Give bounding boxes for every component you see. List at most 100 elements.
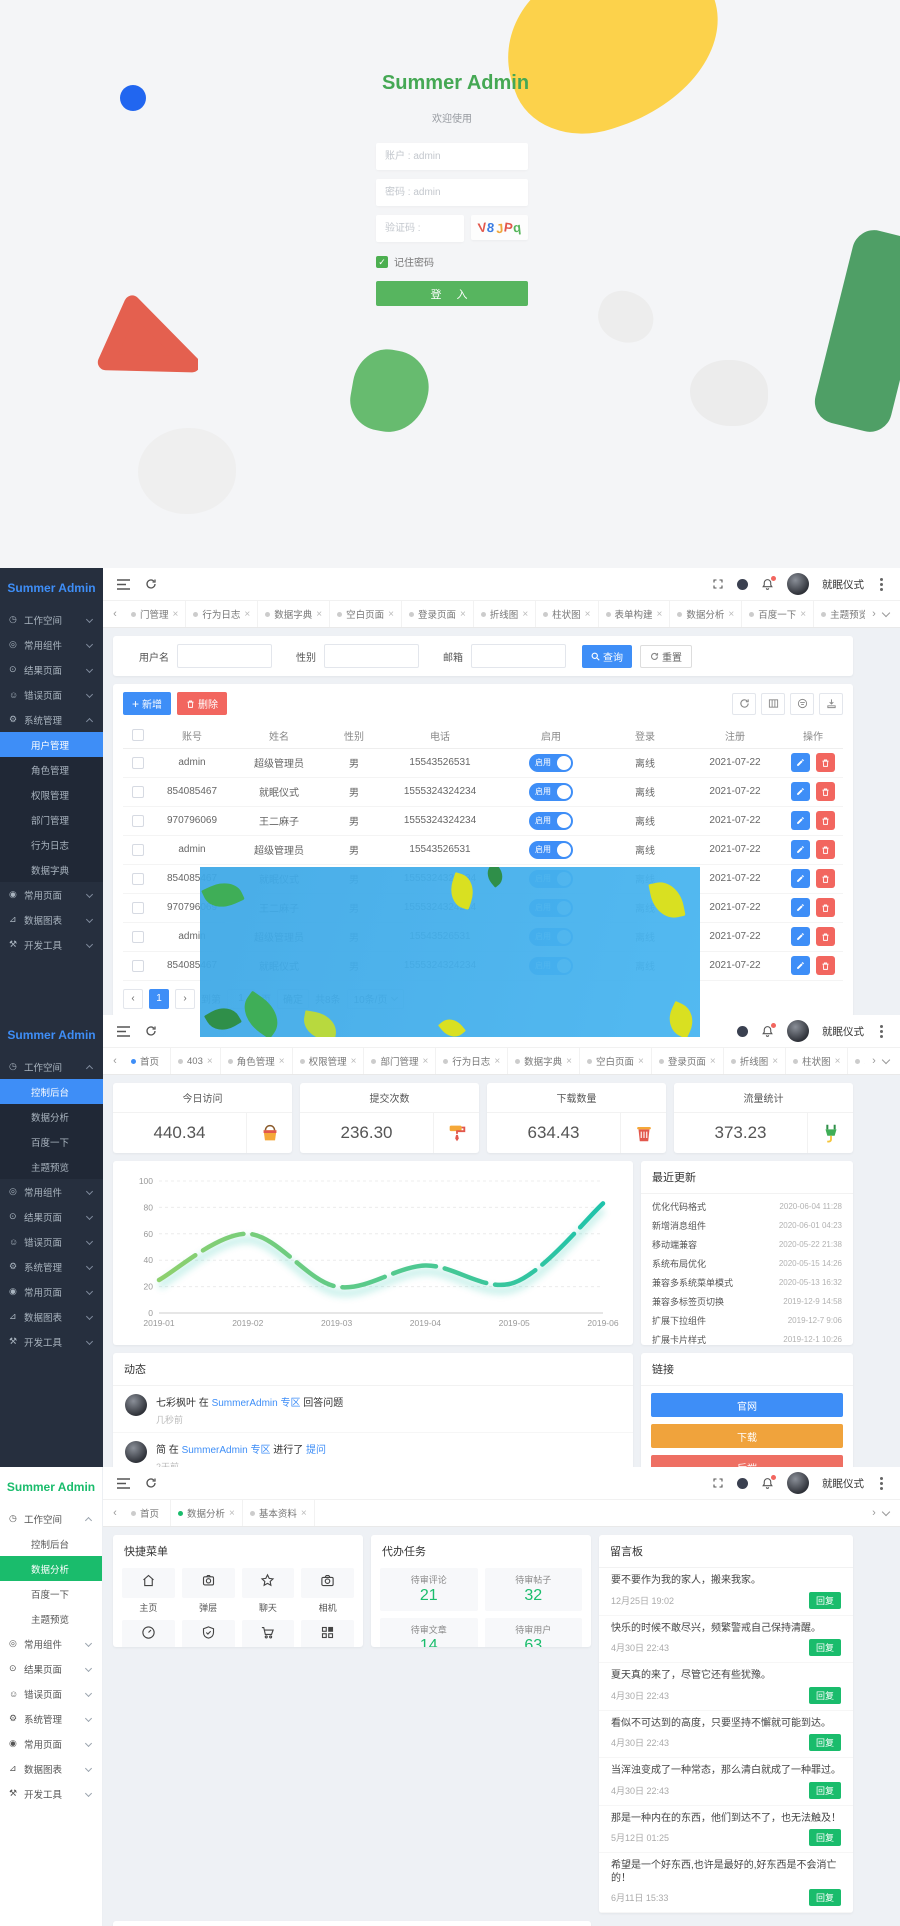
tab[interactable]: 柱状图 × bbox=[786, 1048, 849, 1074]
reply-button[interactable]: 回复 bbox=[808, 1639, 841, 1656]
tab[interactable]: 基本资料 × bbox=[243, 1500, 315, 1526]
sidebar-item[interactable]: ⊙ 结果页面 bbox=[0, 657, 103, 682]
sidebar-item[interactable]: 百度一下 bbox=[0, 1581, 102, 1606]
quick-item-notice[interactable]: 公告 bbox=[241, 1620, 295, 1647]
link-button[interactable]: 下载 bbox=[651, 1424, 843, 1448]
user-name[interactable]: 就眠仪式 bbox=[822, 578, 864, 591]
table-refresh-icon[interactable] bbox=[732, 692, 756, 715]
quick-item-chat[interactable]: 聊天 bbox=[241, 1568, 295, 1614]
tab[interactable]: 空白页面 × bbox=[330, 601, 402, 627]
update-item[interactable]: 系统布局优化 2020-05-15 14:26 bbox=[652, 1259, 842, 1269]
sidebar-item[interactable]: ◎ 常用组件 bbox=[0, 1631, 102, 1656]
link[interactable]: SummerAdmin 专区 bbox=[211, 1398, 301, 1409]
quick-item-more[interactable]: 更多 bbox=[301, 1620, 354, 1647]
tabs-scroll-right[interactable]: › bbox=[872, 1507, 876, 1519]
add-button[interactable]: + 新增 bbox=[123, 692, 172, 715]
reply-button[interactable]: 回复 bbox=[808, 1829, 841, 1846]
table-export-icon[interactable] bbox=[819, 692, 843, 715]
notifications-bell-icon[interactable] bbox=[761, 1474, 776, 1490]
row-delete-button[interactable] bbox=[816, 898, 836, 917]
tabs-scroll-right[interactable]: › bbox=[872, 608, 876, 620]
notifications-bell-icon[interactable] bbox=[761, 1022, 776, 1038]
refresh-icon[interactable] bbox=[145, 1477, 157, 1489]
tabs-scroll-left[interactable]: ‹ bbox=[113, 1507, 117, 1519]
link-button[interactable]: 官网 bbox=[651, 1393, 843, 1417]
link[interactable]: SummerAdmin 专区 bbox=[181, 1445, 271, 1456]
close-icon[interactable]: × bbox=[422, 1055, 429, 1067]
quick-item-home[interactable]: 主页 bbox=[122, 1568, 175, 1614]
sidebar-item[interactable]: 数据分析 bbox=[0, 1556, 102, 1581]
close-icon[interactable]: × bbox=[772, 1055, 779, 1067]
email-input[interactable] bbox=[471, 644, 566, 668]
close-icon[interactable]: × bbox=[388, 608, 394, 620]
tab[interactable]: 门管理 × bbox=[124, 601, 187, 627]
pagination-next[interactable]: › bbox=[175, 988, 195, 1009]
close-icon[interactable]: × bbox=[834, 1055, 841, 1067]
close-icon[interactable]: × bbox=[172, 608, 179, 620]
quick-item-popup[interactable]: 弹层 bbox=[181, 1568, 235, 1614]
close-icon[interactable]: × bbox=[300, 1507, 307, 1519]
tab[interactable]: 权限管理 × bbox=[293, 1048, 365, 1074]
quick-item-camera[interactable]: 相机 bbox=[301, 1568, 354, 1614]
row-delete-button[interactable] bbox=[816, 811, 836, 830]
theme-toggle-icon[interactable] bbox=[737, 1477, 748, 1489]
sidebar-item[interactable]: ☺ 错误页面 bbox=[0, 1681, 102, 1706]
tabs-scroll-left[interactable]: ‹ bbox=[113, 608, 117, 620]
todo-card[interactable]: 待审用户 63 bbox=[484, 1618, 582, 1647]
tab[interactable]: 空白页面 × bbox=[580, 1048, 652, 1074]
tab[interactable]: 行为日志 × bbox=[436, 1048, 509, 1074]
update-item[interactable]: 优化代码格式 2020-06-04 11:28 bbox=[652, 1202, 842, 1212]
tab[interactable]: 数据字典 × bbox=[508, 1048, 581, 1074]
sidebar-item[interactable]: ⚙ 系统管理 bbox=[0, 1706, 102, 1731]
close-icon[interactable]: × bbox=[316, 608, 323, 620]
edit-button[interactable] bbox=[790, 753, 810, 772]
sidebar-item[interactable]: 数据分析 bbox=[0, 1104, 103, 1129]
close-icon[interactable]: × bbox=[494, 1055, 501, 1067]
sidebar-item[interactable]: 主题预览 bbox=[0, 1606, 102, 1631]
close-icon[interactable]: × bbox=[709, 1055, 716, 1067]
user-name[interactable]: 就眠仪式 bbox=[822, 1025, 864, 1038]
row-delete-button[interactable] bbox=[816, 753, 836, 772]
refresh-icon[interactable] bbox=[145, 578, 157, 590]
row-checkbox[interactable] bbox=[132, 901, 144, 914]
fullscreen-icon[interactable] bbox=[712, 1477, 724, 1489]
sidebar-item[interactable]: ⚙ 系统管理 bbox=[0, 1254, 103, 1279]
sidebar-item[interactable]: 角色管理 bbox=[0, 757, 103, 782]
tab[interactable]: 角色管理 × bbox=[221, 1048, 293, 1074]
table-columns-icon[interactable] bbox=[761, 692, 785, 715]
update-item[interactable]: 扩展下拉组件 2019-12-7 9:06 bbox=[652, 1316, 842, 1326]
tab[interactable]: 部门管理 × bbox=[364, 1048, 437, 1074]
sidebar-item[interactable]: ◷ 工作空间 bbox=[0, 1054, 103, 1079]
sidebar-item[interactable]: ⊙ 结果页面 bbox=[0, 1204, 103, 1229]
user-avatar[interactable] bbox=[787, 1020, 809, 1042]
tabs-scroll-right[interactable]: › bbox=[872, 1055, 876, 1067]
tabs-scroll-left[interactable]: ‹ bbox=[113, 1055, 117, 1067]
account-field[interactable] bbox=[376, 143, 528, 170]
update-item[interactable]: 移动端兼容 2020-05-22 21:38 bbox=[652, 1240, 842, 1250]
more-menu-icon[interactable] bbox=[880, 1029, 883, 1033]
quick-item-form[interactable]: 表单 bbox=[122, 1620, 175, 1647]
update-item[interactable]: 扩展卡片样式 2019-12-1 10:26 bbox=[652, 1335, 842, 1345]
row-checkbox[interactable] bbox=[132, 872, 144, 885]
pagination-prev[interactable]: ‹ bbox=[123, 988, 143, 1009]
sidebar-item[interactable]: ◎ 常用组件 bbox=[0, 1179, 103, 1204]
gender-input[interactable] bbox=[324, 644, 419, 668]
tab[interactable]: 折线图 × bbox=[474, 601, 537, 627]
update-item[interactable]: 兼容多系统菜单模式 2020-05-13 16:32 bbox=[652, 1278, 842, 1288]
edit-button[interactable] bbox=[790, 898, 810, 917]
sidebar-item[interactable]: ⚙ 系统管理 bbox=[0, 707, 103, 732]
tab[interactable]: 数据分析 × bbox=[171, 1500, 243, 1526]
tab[interactable]: 表单构建× bbox=[599, 601, 671, 627]
close-icon[interactable]: × bbox=[522, 608, 529, 620]
update-item[interactable]: 新增消息组件 2020-06-01 04:23 bbox=[652, 1221, 842, 1231]
edit-button[interactable] bbox=[790, 869, 810, 888]
delete-button[interactable]: 删除 bbox=[177, 692, 228, 715]
more-menu-icon[interactable] bbox=[880, 582, 883, 586]
reply-button[interactable]: 回复 bbox=[808, 1781, 841, 1799]
row-delete-button[interactable] bbox=[816, 956, 836, 975]
sidebar-item[interactable]: ☺ 错误页面 bbox=[0, 1229, 103, 1254]
sidebar-item[interactable]: 主题预览 bbox=[0, 1154, 103, 1179]
sidebar-item[interactable]: ⊙ 结果页面 bbox=[0, 1656, 102, 1681]
sidebar-item[interactable]: 控制后台 bbox=[0, 1531, 102, 1556]
